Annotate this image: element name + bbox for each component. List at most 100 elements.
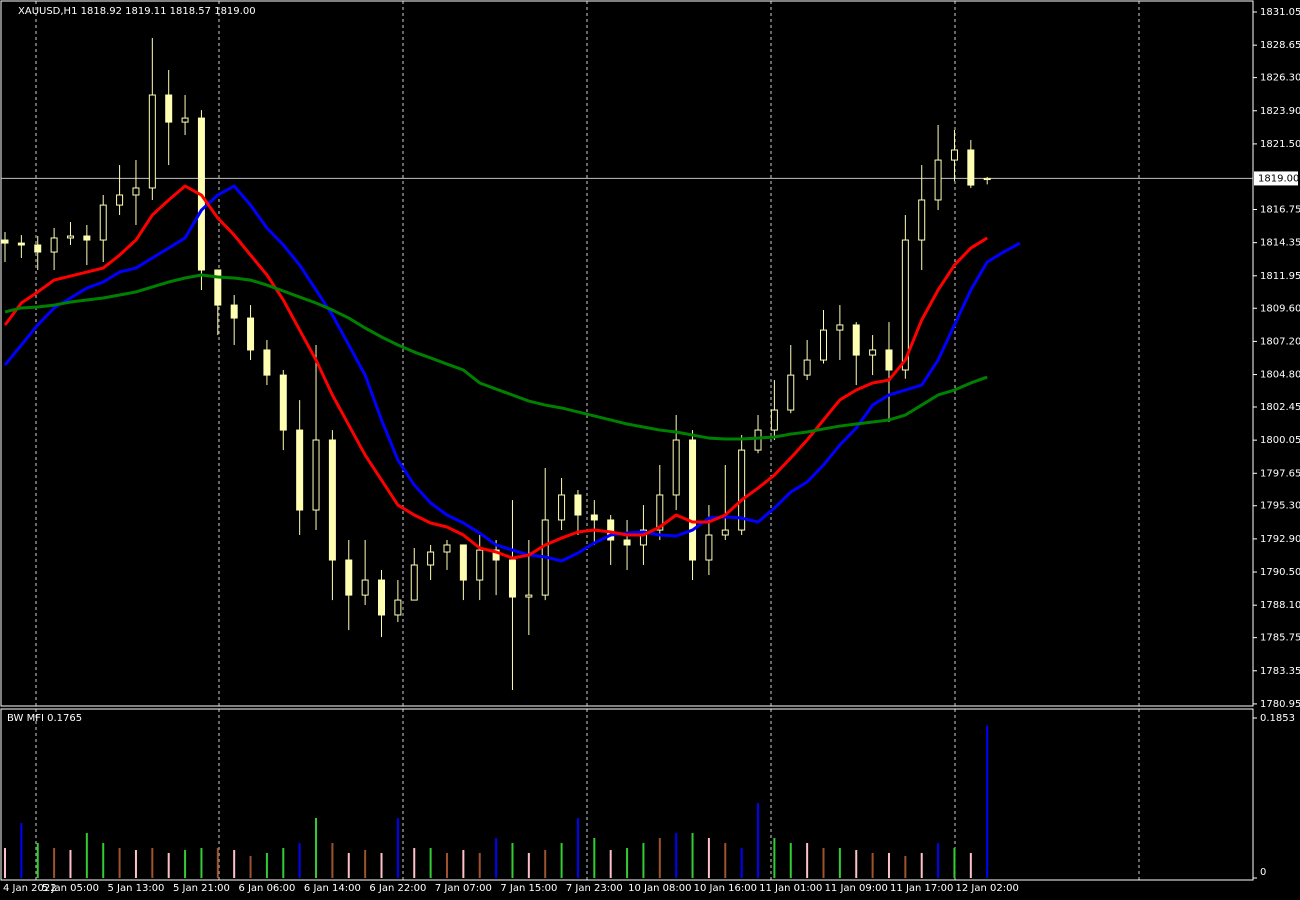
indicator-bar [347,852,350,878]
candle-body [738,449,746,531]
candle-body [950,149,958,161]
indicator-bar [134,850,137,878]
candle-body [312,439,320,511]
y-tick-label: 1780.95 [1260,699,1300,710]
candle-body [214,269,222,306]
indicator-panel-frame [0,708,1254,881]
candle-body [345,559,353,596]
candle-body [459,544,467,581]
x-tick-label: 10 Jan 16:00 [694,883,757,894]
period-separators [35,1,1140,880]
x-tick-label: 5 Jan 21:00 [173,883,230,894]
x-tick-label: 11 Jan 01:00 [759,883,822,894]
candle-body [50,237,58,253]
indicator-bar [413,848,416,878]
indicator-bar [953,848,956,878]
x-tick-label: 11 Jan 09:00 [825,883,888,894]
indicator-title: BW MFI 0.1765 [7,713,82,724]
candle-body [918,199,926,241]
x-tick-label: 5 Jan 05:00 [42,883,99,894]
indicator-bar [560,843,563,878]
indicator-bar [396,817,399,878]
x-tick-label: 5 Jan 13:00 [107,883,164,894]
x-tick-label: 7 Jan 23:00 [566,883,623,894]
candle-body [17,242,25,246]
candle-body [934,159,942,201]
x-tick-label: 6 Jan 22:00 [369,883,426,894]
indicator-bars [4,725,989,878]
indicator-bar [36,843,39,878]
indicator-bar [478,852,481,878]
current-price-box [1254,171,1298,186]
candle-body [623,539,631,546]
candle-body [983,177,991,181]
indicator-bar [282,848,285,878]
x-tick-label: 12 Jan 02:00 [956,883,1019,894]
indicator-line [4,273,988,441]
y-tick-label: 1783.35 [1260,666,1300,677]
indicator-bar [118,848,121,878]
candle-body [230,304,238,319]
indicator-bar [265,852,268,878]
candle-body [754,429,762,451]
y-tick-label: 1821.50 [1260,139,1300,150]
indicator-bar [806,843,809,878]
indicator-bar [445,852,448,878]
current-price-label: 1819.00 [1258,173,1299,184]
indicator-bar [216,848,219,878]
candle-body [99,204,107,241]
candle-body [181,117,189,123]
candle-body [443,544,451,553]
x-tick-label: 10 Jan 08:00 [628,883,691,894]
y-tick-label: 1795.30 [1260,501,1300,512]
candle-body [770,409,778,431]
indicator-bar [4,848,6,878]
y-tick-label: 0 [1260,867,1266,878]
indicator-bar [937,843,940,878]
indicator-bar [626,848,629,878]
x-tick-label: 11 Jan 17:00 [890,883,953,894]
indicator-bar [167,852,170,878]
candle-body [672,439,680,496]
candle-body [721,529,729,536]
candle-body [165,94,173,123]
candle-body [901,239,909,371]
indicator-bar [707,838,710,878]
candle-body [263,349,271,376]
indicator-bar [609,850,612,878]
y-tick-label: 1826.30 [1260,73,1300,84]
y-tick-label: 1790.50 [1260,567,1300,578]
x-tick-label: 7 Jan 15:00 [500,883,557,894]
indicator-bar [740,848,743,878]
y-tick-label: 1785.75 [1260,633,1300,644]
candle-body [328,439,336,561]
indicator-bar [986,725,989,878]
candle-body [148,94,156,189]
x-tick-label: 6 Jan 06:00 [238,883,295,894]
indicator-bar [920,852,923,878]
indicator-bar [102,843,105,878]
indicator-bar [855,850,858,878]
indicator-bar [364,850,367,878]
indicator-bar [200,848,203,878]
candle-body [247,317,255,351]
indicator-bar [151,848,154,878]
candle-body [476,549,484,581]
y-tick-label: 1809.60 [1260,303,1300,314]
candle-body [66,235,74,239]
indicator-bar [511,843,514,878]
indicator-bar [85,833,88,878]
candle-body [607,519,615,541]
candle-body [378,579,386,616]
y-tick-label: 1802.45 [1260,402,1300,413]
indicator-bar [904,855,907,878]
candle-body [1,239,9,244]
indicator-bar [184,850,187,878]
indicator-bar [773,838,776,878]
candle-body [34,244,42,253]
x-tick-label: 7 Jan 07:00 [435,883,492,894]
y-tick-label: 1811.95 [1260,271,1300,282]
y-tick-label: 1823.90 [1260,106,1300,117]
